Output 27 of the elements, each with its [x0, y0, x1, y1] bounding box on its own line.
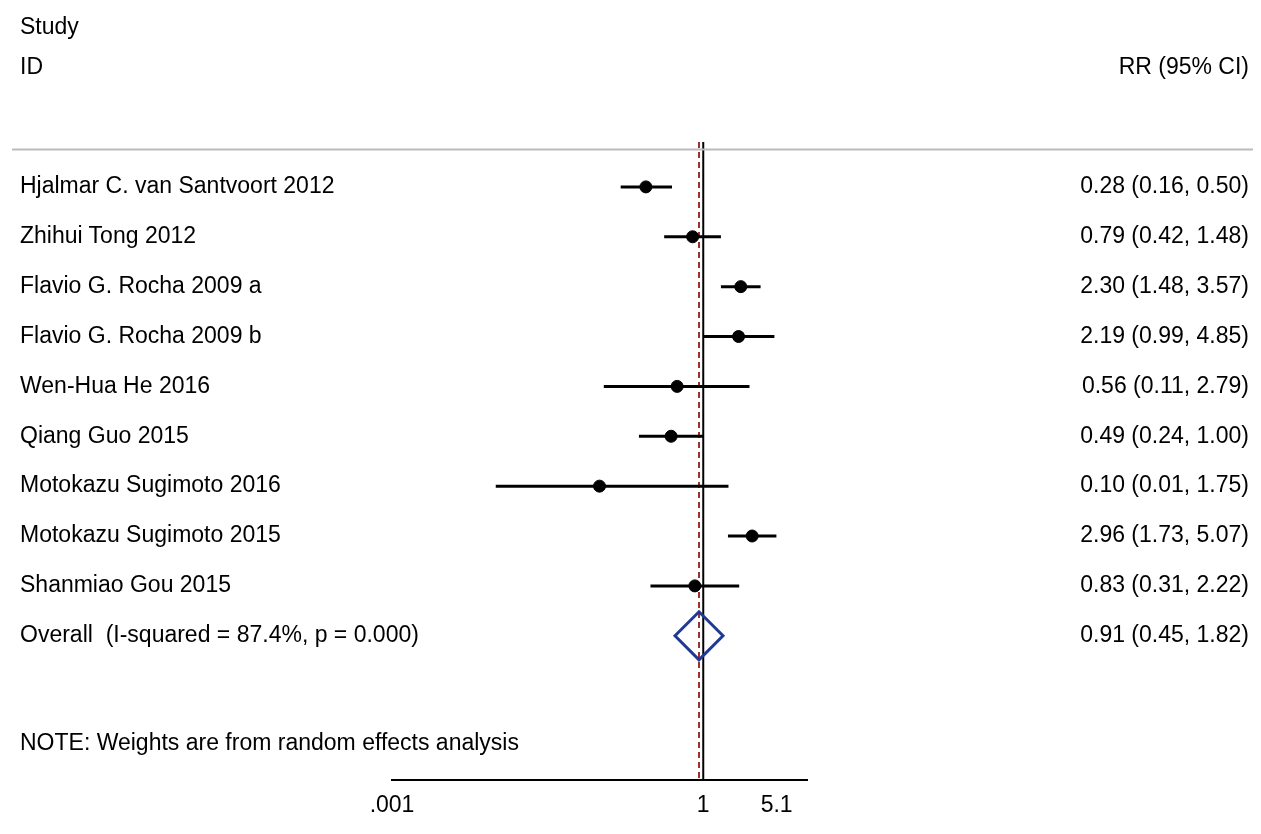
- y-tick-label: Flavio G. Rocha 2009 a: [20, 271, 262, 298]
- data-label: 2.96 (1.73, 5.07): [1080, 521, 1249, 548]
- y-tick-label: Qiang Guo 2015: [20, 421, 189, 448]
- data-label: 0.28 (0.16, 0.50): [1080, 172, 1249, 199]
- y-tick-label: Motokazu Sugimoto 2016: [20, 471, 281, 498]
- data-label: 0.83 (0.31, 2.22): [1080, 571, 1249, 598]
- text: ID: [20, 52, 43, 79]
- data-label: 0.56 (0.11, 2.79): [1081, 371, 1249, 398]
- x-tick-label: .001: [369, 790, 415, 817]
- y-tick-label: Zhihui Tong 2012: [20, 222, 197, 249]
- y-tick-label: Hjalmar C. van Santvoort 2012: [20, 172, 335, 199]
- text: NOTE: Weights are from random effects analysis: [20, 728, 519, 755]
- y-tick-label: Shanmiao Gou 2015: [20, 571, 231, 598]
- x-tick-label: 1: [696, 790, 710, 817]
- x-tick-label: 5.1: [760, 790, 793, 817]
- data-label: 0.79 (0.42, 1.48): [1080, 222, 1249, 249]
- data-label: 0.10 (0.01, 1.75): [1080, 471, 1249, 498]
- data-label: 0.49 (0.24, 1.00): [1080, 421, 1249, 448]
- data-label: 2.19 (0.99, 4.85): [1080, 321, 1249, 348]
- data-label: 2.30 (1.48, 3.57): [1080, 271, 1249, 298]
- y-tick-label: Motokazu Sugimoto 2015: [20, 521, 281, 548]
- text: RR (95% CI): [1118, 52, 1249, 79]
- text: Study: [20, 12, 80, 39]
- text: 0.91 (0.45, 1.82): [1080, 621, 1249, 648]
- y-tick-label: Flavio G. Rocha 2009 b: [20, 321, 262, 348]
- y-tick-label: Overall (I-squared = 87.4%, p = 0.000): [20, 621, 419, 648]
- y-tick-label: Wen-Hua He 2016: [20, 371, 211, 398]
